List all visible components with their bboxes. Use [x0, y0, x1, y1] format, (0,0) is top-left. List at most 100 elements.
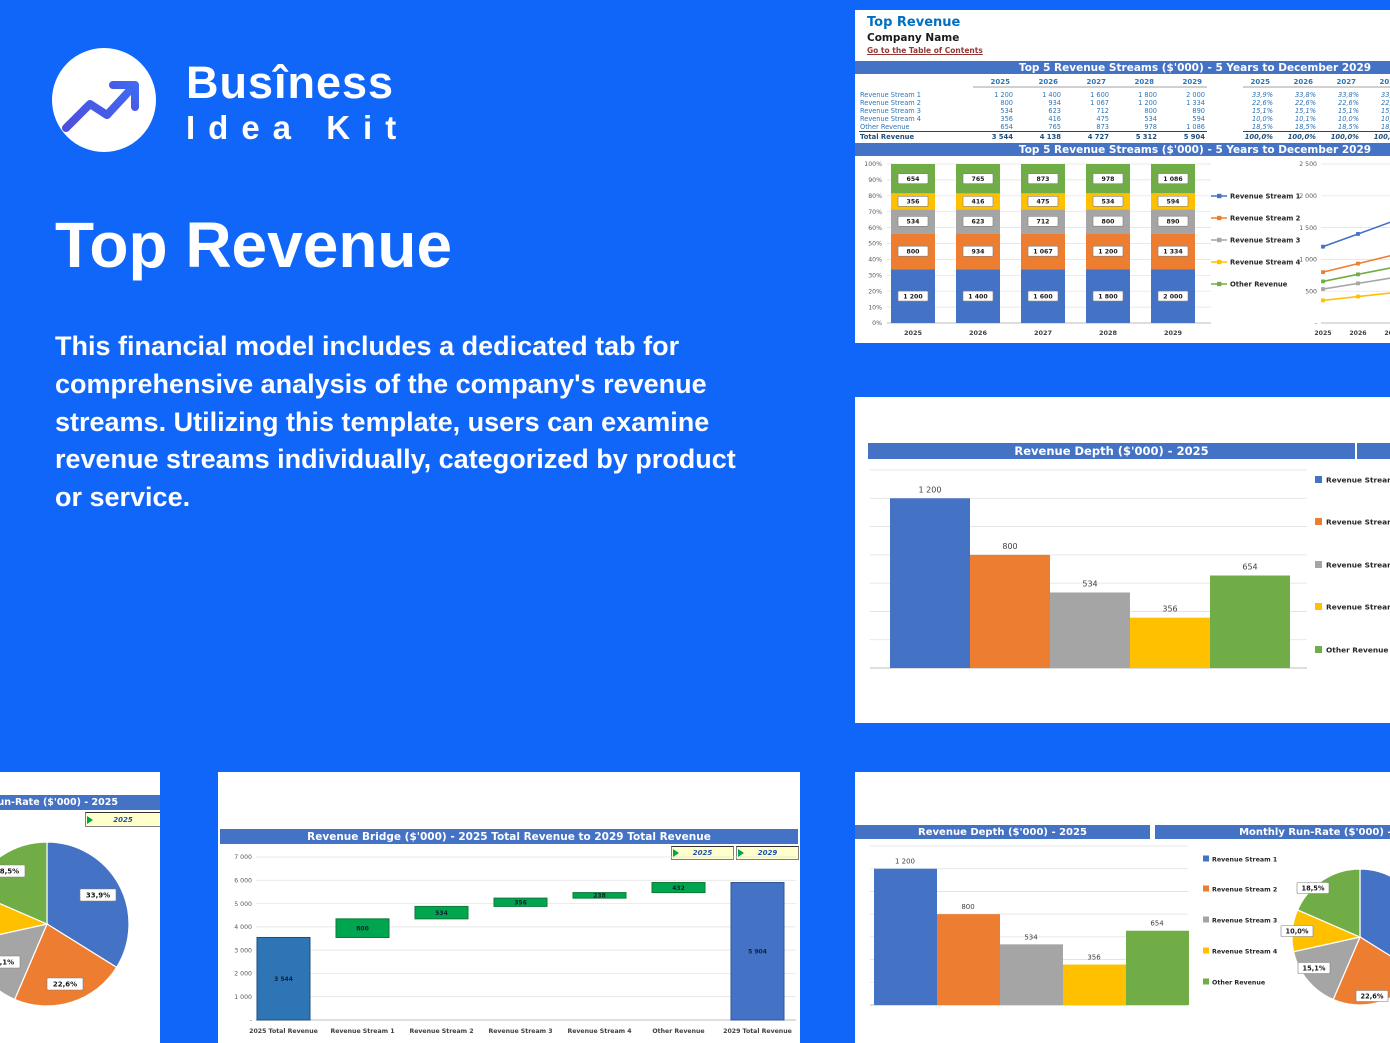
svg-text:1 067: 1 067	[1090, 99, 1109, 107]
svg-text:60%: 60%	[868, 225, 882, 232]
year-dropdown-value: 2025	[113, 815, 133, 824]
svg-text:2027: 2027	[1384, 330, 1390, 337]
svg-text:Revenue Stream 4: Revenue Stream 4	[1326, 603, 1390, 612]
svg-text:15,1%: 15,1%	[1303, 964, 1326, 972]
svg-text:2028: 2028	[1135, 78, 1155, 86]
svg-text:100,0%: 100,0%	[1245, 133, 1273, 141]
svg-text:800: 800	[961, 903, 974, 911]
svg-text:10,1%: 10,1%	[1381, 115, 1390, 123]
svg-text:100%: 100%	[864, 161, 882, 168]
svg-text:978: 978	[1144, 123, 1157, 131]
svg-text:800: 800	[356, 925, 369, 932]
svg-text:1 200: 1 200	[1098, 248, 1118, 255]
svg-text:18,5%: 18,5%	[1252, 123, 1273, 131]
year-dropdown[interactable]: 2025	[85, 812, 160, 827]
svg-text:22,6%: 22,6%	[53, 981, 77, 989]
svg-text:534: 534	[435, 910, 448, 917]
svg-text:10,0%: 10,0%	[1338, 115, 1359, 123]
svg-text:2 000: 2 000	[234, 971, 252, 978]
svg-text:765: 765	[972, 176, 985, 183]
svg-text:475: 475	[1037, 199, 1050, 206]
svg-text:1 334: 1 334	[1186, 99, 1205, 107]
svg-text:Revenue Stream 2: Revenue Stream 2	[409, 1028, 473, 1035]
svg-text:5 000: 5 000	[234, 901, 252, 908]
svg-text:Revenue Stream 1: Revenue Stream 1	[330, 1028, 394, 1035]
svg-text:765: 765	[1048, 123, 1061, 131]
svg-text:-: -	[1315, 320, 1317, 327]
svg-text:4 000: 4 000	[234, 924, 252, 931]
svg-text:30%: 30%	[868, 273, 882, 280]
brand-name-line1: Busîness	[186, 57, 395, 108]
svg-text:238: 238	[593, 893, 606, 900]
depth-bar-and-runrate-pie-charts: 1 200 800 534 356 654 Revenue Stream 1 Revenue…	[870, 845, 1390, 1006]
svg-text:356: 356	[514, 899, 527, 906]
panel-depth-and-runrate: Revenue Depth ($'000) - 2025 Monthly Run…	[855, 772, 1390, 1043]
dropdown-corner-icon	[738, 849, 744, 857]
svg-text:6 000: 6 000	[234, 877, 252, 884]
svg-text:534: 534	[1144, 115, 1157, 123]
svg-text:800: 800	[1000, 99, 1013, 107]
svg-text:10,0%: 10,0%	[1286, 927, 1309, 935]
svg-text:2029: 2029	[1183, 78, 1203, 86]
svg-text:18,5%: 18,5%	[0, 868, 19, 876]
svg-text:Revenue Stream 2: Revenue Stream 2	[1326, 518, 1390, 527]
svg-text:Revenue Stream 2: Revenue Stream 2	[1212, 886, 1277, 893]
bridge-to-year-dropdown[interactable]: 2029	[736, 846, 799, 860]
svg-text:3 544: 3 544	[992, 133, 1014, 141]
svg-text:Revenue Stream 3: Revenue Stream 3	[860, 107, 921, 115]
svg-text:-: -	[250, 1017, 252, 1024]
svg-text:712: 712	[1037, 219, 1050, 226]
svg-text:1 400: 1 400	[1042, 91, 1061, 99]
table-of-contents-link[interactable]: Go to the Table of Contents	[867, 46, 983, 55]
svg-text:2026: 2026	[969, 329, 988, 337]
svg-text:356: 356	[907, 199, 920, 206]
svg-text:1 067: 1 067	[1033, 248, 1052, 255]
svg-text:80%: 80%	[868, 193, 882, 200]
table-header-bar: Top 5 Revenue Streams ($'000) - 5 Years …	[855, 61, 1390, 74]
svg-text:Other Revenue: Other Revenue	[860, 123, 910, 131]
bridge-from-year-dropdown[interactable]: 2025	[671, 846, 734, 860]
svg-text:18,5%: 18,5%	[1338, 123, 1359, 131]
svg-text:Revenue Stream 2: Revenue Stream 2	[1230, 214, 1301, 222]
svg-text:Revenue Stream 4: Revenue Stream 4	[1212, 948, 1278, 955]
revenue-bridge-waterfall-chart: 7 000 6 000 5 000 4 000 3 000 2 000 1 000 - 3 54…	[234, 854, 796, 1035]
svg-text:800: 800	[1002, 542, 1017, 551]
panel-monthly-runrate: Monthly Run-Rate ($'000) - 2025 2025 33,…	[0, 772, 160, 1043]
svg-text:3 544: 3 544	[274, 976, 293, 983]
svg-text:934: 934	[1048, 99, 1061, 107]
svg-text:2025: 2025	[1251, 78, 1271, 86]
svg-text:18,5%: 18,5%	[1295, 123, 1316, 131]
svg-text:18,4%: 18,4%	[1381, 123, 1390, 131]
svg-text:Revenue Stream 1: Revenue Stream 1	[1326, 476, 1390, 485]
svg-text:Revenue Stream 1: Revenue Stream 1	[1230, 192, 1301, 200]
svg-text:Revenue Stream 1: Revenue Stream 1	[1212, 856, 1277, 863]
revenue-bridge-header-bar: Revenue Bridge ($'000) - 2025 Total Reve…	[220, 829, 798, 844]
svg-text:2026: 2026	[1294, 78, 1314, 86]
svg-text:890: 890	[1192, 107, 1205, 115]
brand-name: Busîness Idea Kit	[186, 60, 409, 144]
svg-text:654: 654	[1242, 563, 1257, 572]
svg-text:1 000: 1 000	[1299, 257, 1317, 264]
svg-text:33,8%: 33,8%	[1338, 91, 1359, 99]
svg-text:22,6%: 22,6%	[1361, 992, 1384, 1000]
svg-text:1 200: 1 200	[903, 293, 923, 300]
svg-text:1 200: 1 200	[994, 91, 1013, 99]
svg-text:594: 594	[1167, 198, 1181, 205]
svg-text:Revenue Stream 3: Revenue Stream 3	[1326, 561, 1390, 570]
revenue-depth-header-bar: Revenue Depth ($'000) - 2025	[868, 443, 1355, 459]
svg-text:Revenue Stream 3: Revenue Stream 3	[1230, 236, 1301, 244]
svg-text:90%: 90%	[868, 177, 882, 184]
svg-text:20%: 20%	[868, 288, 882, 295]
svg-text:1 600: 1 600	[1090, 91, 1109, 99]
svg-text:15,1%: 15,1%	[1252, 107, 1273, 115]
revenue-depth-header-bar: Revenue Depth ($'000) - 2025	[855, 825, 1150, 839]
page-description: This financial model includes a dedicate…	[55, 331, 736, 513]
svg-text:22,6%: 22,6%	[1252, 99, 1273, 107]
svg-text:654: 654	[907, 176, 921, 183]
svg-text:Revenue Stream 4: Revenue Stream 4	[567, 1028, 632, 1035]
svg-text:2 000: 2 000	[1163, 293, 1183, 300]
svg-text:2025: 2025	[1314, 330, 1331, 337]
svg-text:4 138: 4 138	[1040, 133, 1062, 141]
svg-text:356: 356	[1162, 605, 1177, 614]
svg-text:50%: 50%	[868, 241, 882, 248]
